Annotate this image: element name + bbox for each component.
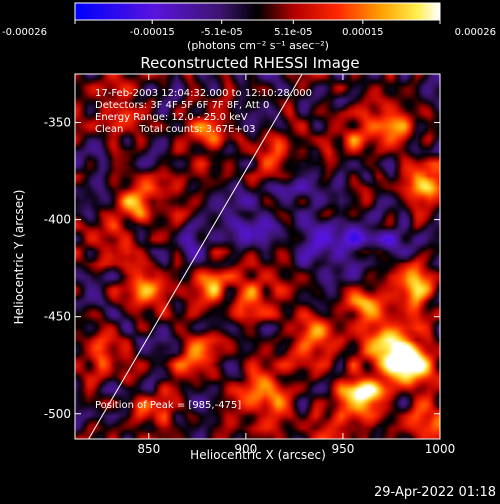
heatmap-image: [75, 74, 440, 439]
annotation-detectors: Detectors: 3F 4F 5F 6F 7F 8F, Att 0: [95, 100, 269, 111]
colorbar-frame: [74, 2, 441, 21]
colorbar-tick-label: 0.00015: [342, 27, 383, 38]
y-tick-label: -350: [44, 116, 71, 130]
y-axis-ticks: -350 -400 -450 -500: [44, 116, 440, 421]
colorbar-ticks: -0.00026 -0.00015 -5.1e-05 5.1e-05 0.00015 0.…: [2, 20, 496, 38]
x-tick-label: 1000: [425, 442, 456, 456]
colorbar-gradient: [75, 3, 440, 20]
annotation-clean-counts: Clean Total counts: 3.67E+03: [95, 124, 255, 135]
y-tick-label: -400: [44, 213, 71, 227]
colorbar-units-label: (photons cm⁻² s⁻¹ asec⁻²): [187, 39, 329, 52]
peak-position-label: Position of Peak = [985,-475]: [95, 400, 241, 411]
colorbar: -0.00026 -0.00015 -5.1e-05 5.1e-05 0.00015 0.…: [2, 2, 496, 52]
colorbar-tick-label: 5.1e-05: [274, 27, 312, 38]
x-tick-label: 950: [331, 442, 354, 456]
colorbar-tick-label: 0.00026: [455, 27, 496, 38]
y-axis-label: Heliocentric Y (arcsec): [12, 190, 26, 325]
y-tick-label: -500: [44, 407, 71, 421]
colorbar-tick-label: -0.00015: [130, 27, 175, 38]
colorbar-tick-label: -5.1e-05: [201, 27, 243, 38]
solar-limb-line: [88, 73, 303, 440]
plot-frame: [74, 73, 441, 440]
footer-timestamp: 29-Apr-2022 01:18: [374, 485, 496, 500]
x-tick-label: 900: [234, 442, 257, 456]
x-axis-label: Heliocentric X (arcsec): [190, 448, 326, 462]
colorbar-tick-label: -0.00026: [2, 27, 47, 38]
x-axis-ticks: 850 900 950 1000: [137, 74, 455, 456]
annotation-block: 17-Feb-2003 12:04:32.000 to 12:10:28.000…: [95, 88, 312, 135]
y-tick-label: -450: [44, 310, 71, 324]
chart-title: Reconstructed RHESSI Image: [140, 54, 359, 72]
annotation-time-range: 17-Feb-2003 12:04:32.000 to 12:10:28.000: [95, 88, 312, 99]
annotation-energy-range: Energy Range: 12.0 - 25.0 keV: [95, 112, 248, 123]
x-tick-label: 850: [137, 442, 160, 456]
